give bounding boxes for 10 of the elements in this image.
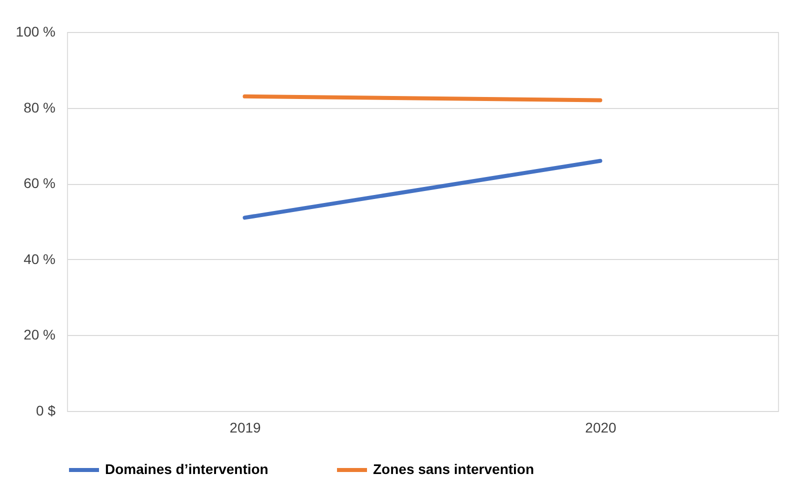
y-tick-label: 0 $ — [36, 402, 56, 418]
x-tick-label: 2020 — [585, 420, 617, 436]
y-tick-label: 40 % — [24, 250, 56, 267]
x-tick-label: 2019 — [230, 420, 262, 436]
y-tick-label: 20 % — [24, 326, 56, 343]
y-tick-label: 100 % — [16, 24, 56, 40]
y-tick-label: 60 % — [24, 175, 56, 192]
legend-label: Domaines d’intervention — [105, 461, 268, 477]
y-tick-label: 80 % — [24, 99, 56, 116]
legend-label: Zones sans intervention — [373, 461, 534, 477]
